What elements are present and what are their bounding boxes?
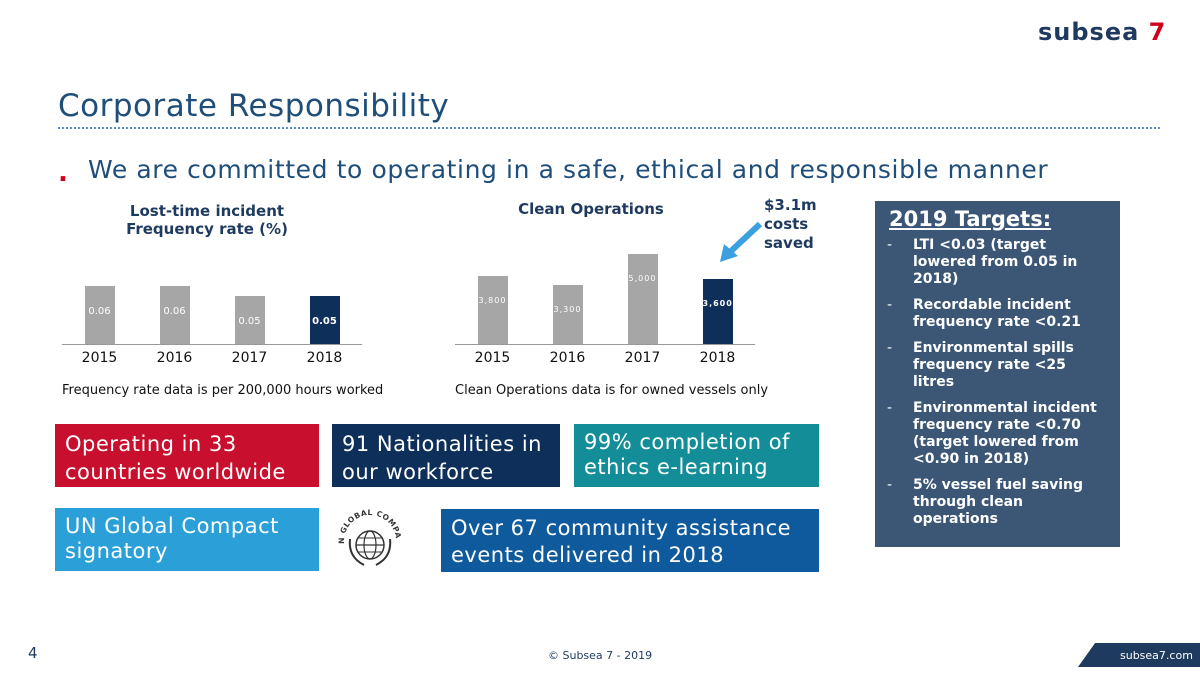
footer-tab xyxy=(1078,643,1200,667)
countries-fact-text: Operating in 33 countries worldwide xyxy=(65,432,286,484)
target-item-text: Environmental incident frequency rate <0… xyxy=(913,400,1097,467)
page-number: 4 xyxy=(28,644,38,662)
chart-tick-label: 2016 xyxy=(549,350,586,366)
target-item-text: 5% vessel fuel saving through clean oper… xyxy=(913,477,1084,527)
ethics-fact-box: 99% completion of ethics e-learning xyxy=(574,424,819,487)
savings-callout: $3.1m costs saved xyxy=(764,196,817,253)
chart-tick-label: 2018 xyxy=(306,350,343,366)
chart-data-label: 5,000 xyxy=(628,274,657,283)
chart-bar xyxy=(309,296,340,344)
title-divider xyxy=(58,127,1160,129)
chart-tick-label: 2015 xyxy=(81,350,118,366)
chart-bar xyxy=(552,285,583,344)
targets-heading: 2019 Targets: xyxy=(889,207,1052,231)
chart-tick-label: 2017 xyxy=(231,350,268,366)
clean-ops-chart-title: Clean Operations xyxy=(518,200,664,218)
target-item-text: Recordable incident frequency rate <0.21 xyxy=(913,297,1081,330)
targets-panel: 2019 Targets: - LTI <0.03 (target lowered… xyxy=(875,201,1120,547)
chart-data-label: 3,600 xyxy=(702,299,733,308)
chart-tick-label: 2017 xyxy=(624,350,661,366)
chart-bar xyxy=(159,286,190,344)
chart-axis-line xyxy=(455,344,755,345)
un-compact-fact-text: UN Global Compact signatory xyxy=(65,514,279,563)
chart-data-label: 0.06 xyxy=(163,306,186,317)
chart-tick-label: 2018 xyxy=(699,350,736,366)
target-item-text: Environmental spills frequency rate <25 … xyxy=(913,340,1074,390)
target-item-text: LTI <0.03 (target lowered from 0.05 in 2… xyxy=(913,237,1078,287)
lti-chart-title-line1: Lost-time incident xyxy=(129,202,285,220)
nationalities-fact-box: 91 Nationalities in our workforce xyxy=(332,424,560,487)
community-fact-box: Over 67 community assistance events deli… xyxy=(441,509,819,572)
bullet-marker: . xyxy=(58,158,68,188)
clean-ops-chart: 3,800 2015 3,300 2016 5,000 2017 3,600 2018 xyxy=(455,215,755,380)
callout-arrow-icon xyxy=(720,221,763,262)
target-item: - LTI <0.03 (target lowered from 0.05 in … xyxy=(887,237,1108,288)
chart-data-label: 3,800 xyxy=(478,296,507,305)
lti-chart: 0.06 2015 0.06 2016 0.05 2017 0.05 2018 xyxy=(62,240,372,380)
savings-label-2: saved xyxy=(764,234,814,252)
copyright: © Subsea 7 - 2019 xyxy=(548,649,653,662)
community-fact-text: Over 67 community assistance events deli… xyxy=(451,516,792,567)
chart-axis-line xyxy=(62,344,362,345)
target-item: - Environmental incident frequency rate <… xyxy=(887,400,1108,468)
savings-label-1: costs xyxy=(764,215,809,233)
logo-text: subsea xyxy=(1038,18,1140,46)
chart-data-label: 3,300 xyxy=(553,305,582,314)
target-item: - Recordable incident frequency rate <0.2… xyxy=(887,297,1108,331)
chart-bar xyxy=(84,286,115,344)
savings-amount: $3.1m xyxy=(764,196,817,214)
lti-chart-title: Lost-time incident Frequency rate (%) xyxy=(82,202,332,238)
chart-tick-label: 2016 xyxy=(156,350,193,366)
chart-bar xyxy=(477,276,508,344)
lti-chart-title-line2: Frequency rate (%) xyxy=(126,220,288,238)
chart-data-label: 0.05 xyxy=(238,316,261,327)
chart-bar xyxy=(702,279,733,344)
ethics-fact-text: 99% completion of ethics e-learning xyxy=(584,430,790,479)
target-item: - Environmental spills frequency rate <25… xyxy=(887,340,1108,391)
countries-fact-box: Operating in 33 countries worldwide xyxy=(55,424,319,487)
footer-url-link[interactable]: subsea7.com xyxy=(1120,649,1193,662)
nationalities-fact-text: 91 Nationalities in our workforce xyxy=(342,432,542,484)
chart-data-label: 0.06 xyxy=(88,306,111,317)
lti-chart-note: Frequency rate data is per 200,000 hours… xyxy=(62,383,384,398)
page-title: Corporate Responsibility xyxy=(58,88,450,124)
un-compact-fact-box: UN Global Compact signatory xyxy=(55,508,319,571)
clean-ops-chart-note: Clean Operations data is for owned vesse… xyxy=(455,383,769,398)
chart-data-label: 0.05 xyxy=(312,316,337,327)
chart-tick-label: 2015 xyxy=(474,350,511,366)
bullet-text: We are committed to operating in a safe,… xyxy=(88,155,1049,184)
chart-bar xyxy=(627,254,658,344)
logo-number: 7 xyxy=(1148,18,1167,46)
company-logo: subsea 7 xyxy=(1038,18,1166,46)
un-global-compact-logo: UN GLOBAL COMPACT xyxy=(332,503,402,566)
target-item: -5% vessel fuel saving through clean ope… xyxy=(887,477,1108,528)
chart-bar xyxy=(234,296,265,344)
